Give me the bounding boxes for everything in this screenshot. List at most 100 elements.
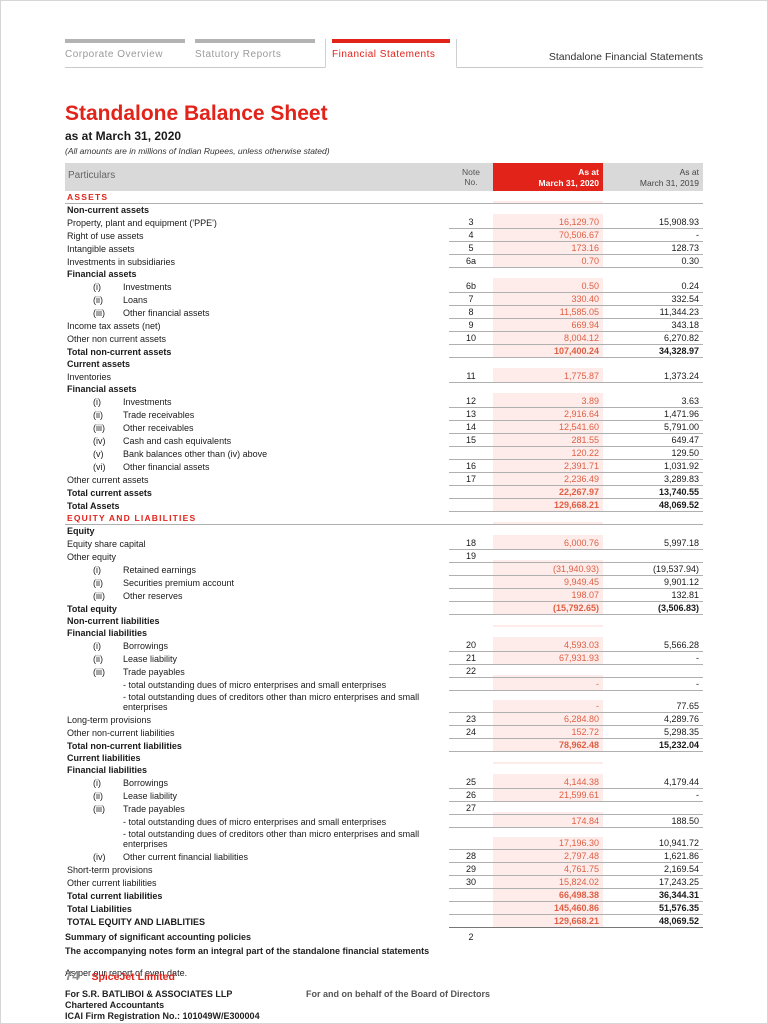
row-label: Financial liabilities xyxy=(65,764,449,776)
table-row: (ii) Lease liability 21 67,931.93- xyxy=(65,652,703,666)
row-value-2019: 3.63 xyxy=(603,395,703,409)
row-label-text: Total current liabilities xyxy=(67,891,163,902)
row-label: (ii) Securities premium account xyxy=(65,577,449,589)
row-label-text: Non-current assets xyxy=(67,205,150,216)
row-note: 24 xyxy=(449,726,493,740)
row-value-2020: 152.72 xyxy=(493,726,603,740)
table-row: Right of use assets 4 70,506.67- xyxy=(65,229,703,243)
row-label-text: - total outstanding dues of creditors ot… xyxy=(123,829,420,850)
row-value-2020 xyxy=(493,675,603,679)
table-row: Total Liabilities 145,460.86 51,576.35 xyxy=(65,902,703,916)
row-note: 9 xyxy=(449,319,493,333)
row-index-prefix: (iv) xyxy=(93,436,106,447)
page-number: 74 xyxy=(65,968,80,983)
row-value-2019 xyxy=(603,522,703,524)
table-header-row: Particulars Note No. As at March 31, 202… xyxy=(65,163,703,192)
table-row: (iii) Trade payables 27 xyxy=(65,802,703,816)
row-label-text: - total outstanding dues of creditors ot… xyxy=(123,692,420,713)
row-index-prefix: (i) xyxy=(93,778,101,789)
header-note-line2: No. xyxy=(464,177,478,188)
row-label-text: Investments xyxy=(123,397,172,408)
row-note: 16 xyxy=(449,460,493,474)
table-row: (vi) Other financial assets 16 2,391.71 1,03… xyxy=(65,460,703,474)
row-note: 21 xyxy=(449,652,493,666)
firm-type: Chartered Accountants xyxy=(65,1000,165,1011)
balance-sheet-rows: ASSETS Non-current assets Property, plant … xyxy=(65,191,703,929)
row-value-2019: 1,471.96 xyxy=(603,408,703,422)
row-value-2020: 4,761.75 xyxy=(493,863,603,877)
header-2019-line1: As at xyxy=(679,167,699,177)
row-value-2020 xyxy=(493,522,603,525)
row-index-prefix: (i) xyxy=(93,641,101,652)
row-index-prefix: (vi) xyxy=(93,462,106,473)
row-label: (i) Investments xyxy=(65,281,449,293)
spacer xyxy=(603,931,703,943)
row-note: 29 xyxy=(449,863,493,877)
row-value-2020: 0.50 xyxy=(493,280,603,294)
row-label: EQUITY AND LIABILITIES xyxy=(65,512,449,524)
row-note: 26 xyxy=(449,789,493,803)
row-label-text: Other financial assets xyxy=(123,308,210,319)
row-value-2020: 4,144.38 xyxy=(493,776,603,790)
row-label: Right of use assets xyxy=(65,230,449,242)
row-note: 8 xyxy=(449,306,493,320)
row-label: - total outstanding dues of creditors ot… xyxy=(65,691,449,713)
row-label: Property, plant and equipment ('PPE') xyxy=(65,217,449,229)
row-value-2019: 5,997.18 xyxy=(603,537,703,551)
table-row: Equity xyxy=(65,525,703,538)
row-value-2019: 332.54 xyxy=(603,293,703,307)
table-row: EQUITY AND LIABILITIES xyxy=(65,512,703,526)
row-note xyxy=(449,201,493,203)
row-label: Current liabilities xyxy=(65,752,449,764)
table-row: (iii) Trade payables 22 xyxy=(65,665,703,679)
row-value-2020: 78,962.48 xyxy=(493,739,603,753)
row-value-2020: 107,400.24 xyxy=(493,345,603,359)
row-label: - total outstanding dues of micro enterp… xyxy=(65,679,449,691)
row-label-text: Total Liabilities xyxy=(67,904,132,915)
amounts-note: (All amounts are in millions of Indian R… xyxy=(65,146,330,156)
row-index-prefix: (iv) xyxy=(93,852,106,863)
spacer xyxy=(493,931,603,943)
company-brand: SpiceJet Limited xyxy=(91,971,175,983)
header-2020-line2: March 31, 2020 xyxy=(538,177,599,188)
row-label-text: Retained earnings xyxy=(123,565,197,576)
table-row: Other non-current liabilities 24 152.72 5,2… xyxy=(65,726,703,740)
row-value-2020 xyxy=(493,560,603,564)
row-note: 6a xyxy=(449,255,493,269)
table-row: (i) Borrowings 20 4,593.03 5,566.28 xyxy=(65,639,703,653)
row-label-text: Inventories xyxy=(67,372,112,383)
table-row: Property, plant and equipment ('PPE') 3 16… xyxy=(65,216,703,230)
row-label: Other equity xyxy=(65,551,449,563)
row-value-2019: 1,621.86 xyxy=(603,850,703,864)
row-label-text: Lease liability xyxy=(123,654,178,665)
row-label-text: Other current assets xyxy=(67,475,149,486)
row-label: (iii) Trade payables xyxy=(65,803,449,815)
row-label-text: Other current liabilities xyxy=(67,878,157,889)
table-row: (i) Retained earnings (31,940.93) (19,537.9… xyxy=(65,563,703,577)
row-value-2020: 15,824.02 xyxy=(493,876,603,890)
page-title: Standalone Balance Sheet xyxy=(65,102,328,125)
tab-financial-statements: Financial Statements xyxy=(325,39,457,68)
table-row: (iv) Other current financial liabilities 2… xyxy=(65,850,703,864)
row-index-prefix: (ii) xyxy=(93,578,103,589)
row-label: (iv) Cash and cash equivalents xyxy=(65,435,449,447)
summary-label: Summary of significant accounting polici… xyxy=(65,932,252,943)
tab-corporate-overview: Corporate Overview xyxy=(65,39,185,67)
table-row: Total equity (15,792.65) (3,506.83) xyxy=(65,602,703,616)
table-row: Financial liabilities xyxy=(65,764,703,777)
row-value-2019 xyxy=(603,625,703,627)
board-line: For and on behalf of the Board of Direct… xyxy=(306,989,491,1000)
table-row: Other current assets 17 2,236.49 3,289.83 xyxy=(65,473,703,487)
row-label-text: Trade payables xyxy=(123,804,185,815)
row-note xyxy=(449,762,493,764)
table-row: Financial liabilities xyxy=(65,627,703,640)
table-row: (iv) Cash and cash equivalents 15 281.55 649… xyxy=(65,434,703,448)
table-row: Other non current assets 10 8,004.12 6,270.… xyxy=(65,332,703,346)
row-index-prefix: (v) xyxy=(93,449,104,460)
row-note xyxy=(449,509,493,513)
row-note: 18 xyxy=(449,537,493,551)
row-index-prefix: (ii) xyxy=(93,410,103,421)
row-label-text: Income tax assets (net) xyxy=(67,321,161,332)
row-note xyxy=(449,912,493,916)
